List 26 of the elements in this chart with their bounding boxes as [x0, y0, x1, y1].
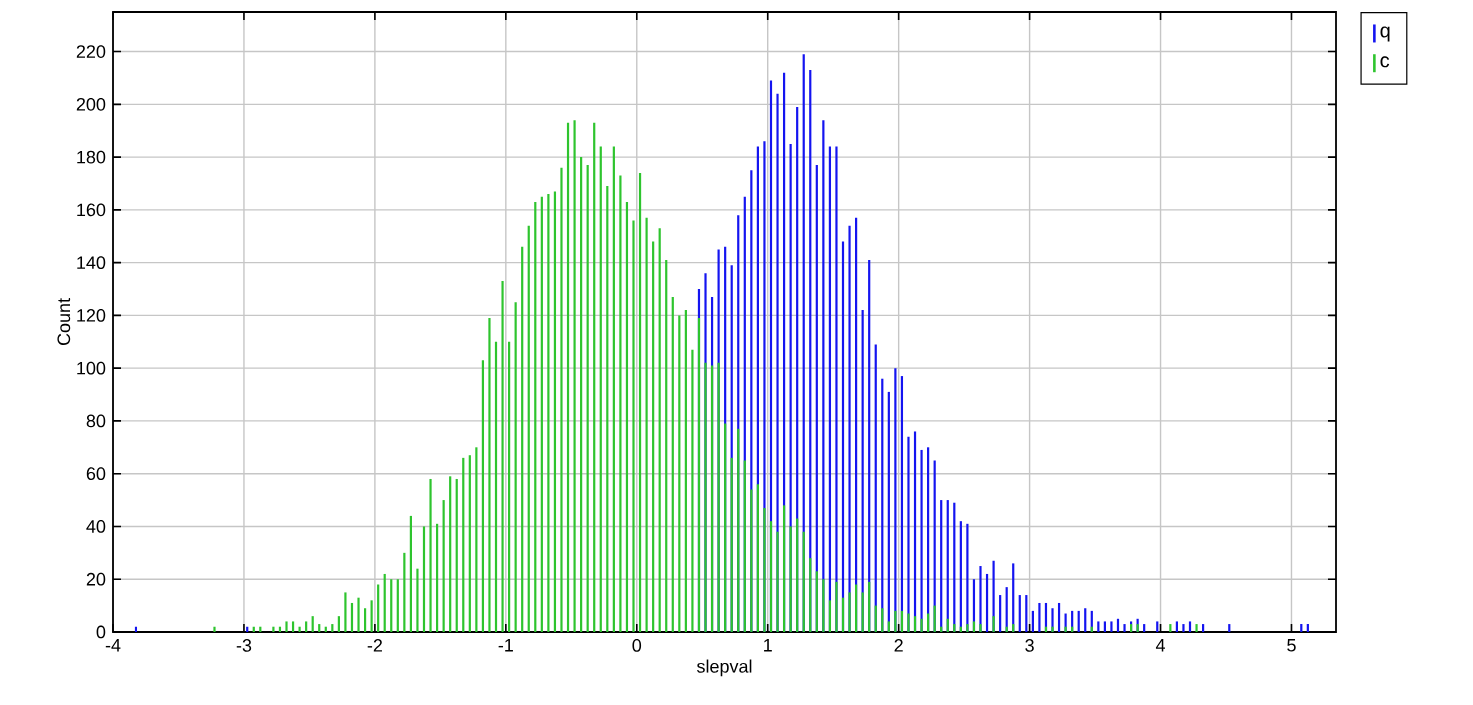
x-tick-label: 0: [632, 639, 642, 652]
x-tick-label: -2: [367, 639, 382, 652]
x-tick-label: 5: [1287, 639, 1296, 652]
y-tick-label: 180: [77, 150, 106, 164]
y-tick-label: 140: [77, 256, 106, 270]
x-tick-label: 3: [1025, 639, 1034, 652]
y-axis-title: Count: [57, 298, 71, 346]
y-tick-label: 200: [76, 97, 106, 111]
legend-label: c: [1380, 56, 1390, 68]
y-tick-label: 60: [86, 467, 106, 481]
x-tick-label: 1: [764, 639, 772, 652]
x-tick-label: -3: [236, 639, 252, 652]
x-tick-label: -1: [498, 639, 513, 652]
legend-label: q: [1380, 26, 1390, 42]
x-tick-label: 2: [894, 639, 903, 652]
y-tick-label: 20: [86, 572, 106, 586]
x-tick-label: 4: [1155, 639, 1166, 652]
x-tick-label: -4: [105, 639, 121, 652]
y-tick-label: 40: [86, 520, 106, 533]
y-tick-label: 80: [86, 414, 106, 428]
y-tick-label: 0: [96, 625, 106, 639]
y-tick-label: 100: [77, 361, 106, 375]
y-tick-label: 160: [77, 203, 106, 217]
x-axis-title: slepval: [696, 659, 752, 677]
y-tick-label: 220: [76, 45, 106, 58]
y-tick-label: 120: [77, 309, 106, 322]
